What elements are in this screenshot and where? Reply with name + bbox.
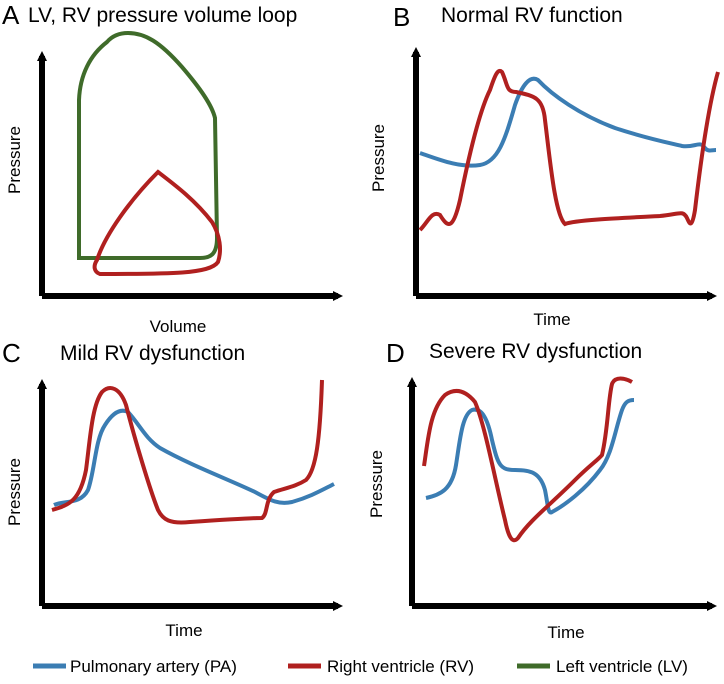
panel-b-letter: B xyxy=(393,2,410,32)
panel-b: B Normal RV function Pressure Time xyxy=(369,2,720,329)
legend: Pulmonary artery (PA) Right ventricle (R… xyxy=(33,657,688,676)
rv-loop-a xyxy=(92,169,222,277)
panel-b-xlabel: Time xyxy=(533,310,570,329)
panel-a-xlabel: Volume xyxy=(150,317,207,336)
rv-line-d xyxy=(422,376,633,543)
panel-b-title: Normal RV function xyxy=(441,4,623,27)
pa-line-b xyxy=(419,76,717,168)
legend-label-pa: Pulmonary artery (PA) xyxy=(70,657,237,676)
panel-b-ylabel: Pressure xyxy=(369,124,388,192)
panel-d-xlabel: Time xyxy=(547,623,584,642)
panel-c: C Mild RV dysfunction Pressure Time xyxy=(2,338,343,640)
panel-c-letter: C xyxy=(2,338,21,368)
panel-c-ylabel: Pressure xyxy=(5,458,24,526)
panel-d: D Severe RV dysfunction Pressure Time xyxy=(367,338,717,642)
pa-line-c xyxy=(53,408,335,507)
rv-line-b xyxy=(418,69,720,232)
panel-a: A LV, RV pressure volume loop Pressure V… xyxy=(2,0,343,336)
panel-d-letter: D xyxy=(386,338,405,368)
panel-a-ylabel: Pressure xyxy=(5,126,24,194)
panel-a-letter: A xyxy=(2,0,20,30)
panel-c-title: Mild RV dysfunction xyxy=(60,342,245,365)
panel-c-xlabel: Time xyxy=(165,621,202,640)
lv-loop xyxy=(77,30,220,260)
panel-d-ylabel: Pressure xyxy=(367,450,386,518)
rv-line-c xyxy=(51,379,324,525)
legend-label-rv: Right ventricle (RV) xyxy=(327,657,474,676)
panel-a-title: LV, RV pressure volume loop xyxy=(28,4,297,27)
legend-label-lv: Left ventricle (LV) xyxy=(556,657,688,676)
panel-d-title: Severe RV dysfunction xyxy=(429,340,642,363)
pa-line-d xyxy=(425,398,635,515)
